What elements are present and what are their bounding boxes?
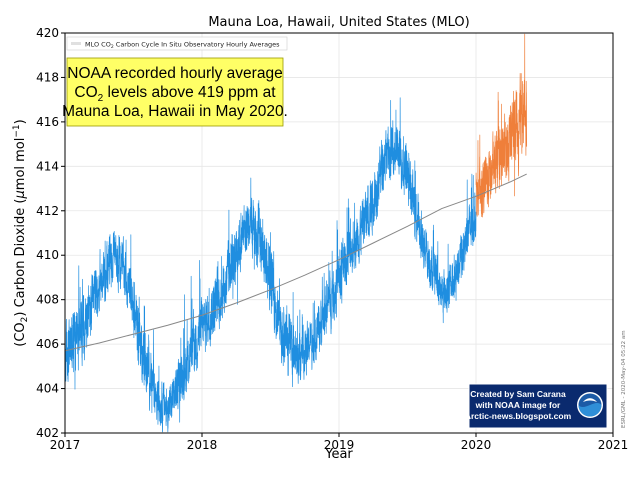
annotation-line-3: Mauna Loa, Hawaii in May 2020. xyxy=(62,103,288,120)
y-tick-label: 416 xyxy=(36,115,59,129)
side-timestamp: ESRL/GML - 2020-May-04 05:22 am xyxy=(621,330,627,428)
trend-line xyxy=(64,173,527,352)
y-tick-label: 414 xyxy=(36,159,59,173)
annotation-background xyxy=(66,57,284,127)
credit-line-3: Arctic-news.blogspot.com xyxy=(465,411,572,421)
y-tick-label: 418 xyxy=(36,70,59,84)
x-tick-label: 2021 xyxy=(598,438,629,452)
y-axis-label: (CO2) Carbon Dioxide (μmol mol−1) xyxy=(12,119,30,346)
credit-line-2: with NOAA image for xyxy=(475,400,561,410)
annotation-line-1: NOAA recorded hourly average xyxy=(67,65,282,82)
x-tick-label: 2019 xyxy=(324,438,355,452)
x-tick-label: 2017 xyxy=(50,438,81,452)
y-tick-label: 412 xyxy=(36,204,59,218)
annotation-box: NOAA recorded hourly average CO2 levels … xyxy=(62,57,288,127)
legend-entry: MLO CO2 Carbon Cycle In Situ Observatory… xyxy=(85,41,280,51)
credit-line-1: Created by Sam Carana xyxy=(470,389,566,399)
y-tick-label: 402 xyxy=(36,426,59,440)
credit-box: Created by Sam Carana with NOAA image fo… xyxy=(465,383,608,429)
legend-swatch xyxy=(71,42,81,45)
legend-box xyxy=(66,36,288,51)
y-tick-label: 410 xyxy=(36,248,59,262)
noaa-logo-icon xyxy=(577,392,603,418)
legend: MLO CO2 Carbon Cycle In Situ Observatory… xyxy=(66,36,288,51)
x-tick-label: 2020 xyxy=(461,438,492,452)
y-tick-label: 404 xyxy=(36,382,59,396)
x-axis-label: Year xyxy=(324,447,353,462)
x-tick-label: 2018 xyxy=(187,438,218,452)
series-layer xyxy=(64,33,528,433)
axis-ticks: 402 404 406 408 410 412 414 416 418 420 2017 2018 20… xyxy=(36,26,628,452)
hourly-series xyxy=(64,97,477,433)
chart-title: Mauna Loa, Hawaii, United States (MLO) xyxy=(208,15,469,30)
y-tick-label: 406 xyxy=(36,337,59,351)
annotation-line-2: CO2 levels above 419 ppm at xyxy=(74,84,276,104)
y-tick-label: 408 xyxy=(36,293,59,307)
recent-hourly-series xyxy=(475,33,528,218)
y-tick-label: 420 xyxy=(36,26,59,40)
